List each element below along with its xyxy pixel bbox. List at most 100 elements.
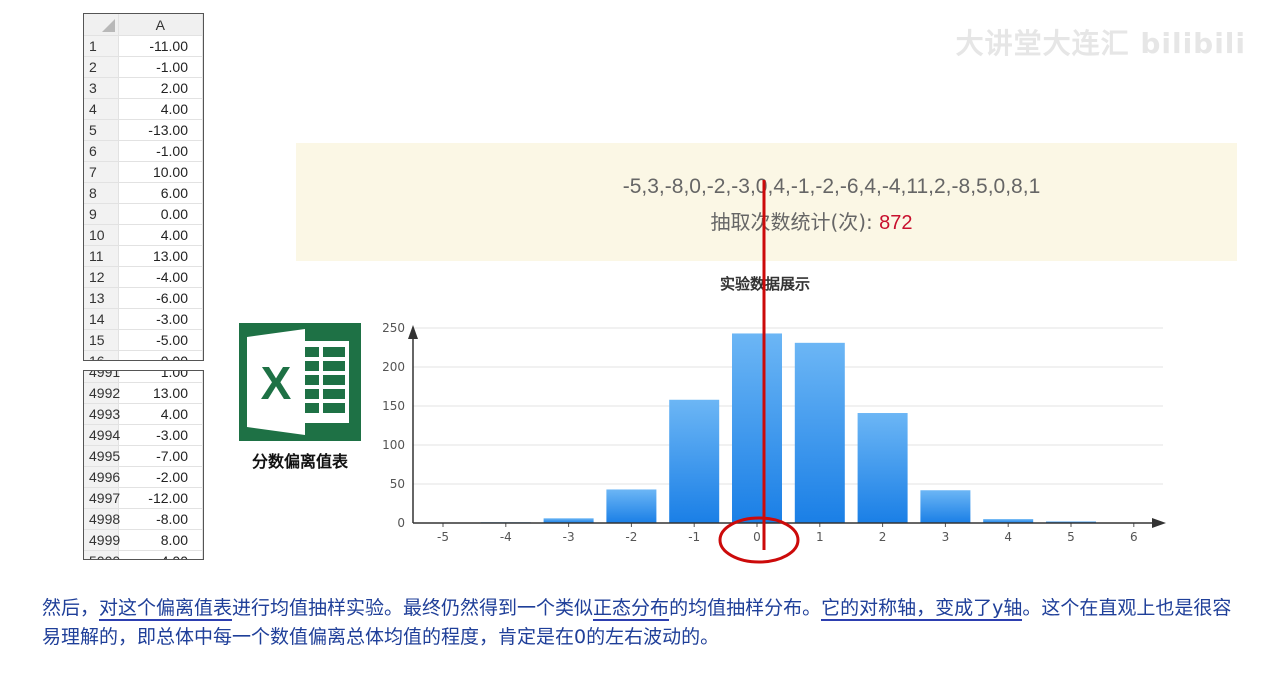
cell-value[interactable]: -3.00 [118,424,203,446]
row-number[interactable]: 12 [84,266,119,288]
bar-0[interactable] [732,333,782,523]
select-all-corner[interactable] [84,14,119,36]
chart-title: 实验数据展示 [719,275,810,293]
cell-value[interactable]: -1.00 [118,140,203,162]
spreadsheet-bottom[interactable]: 4991 1.00 4992 13.00 4993 4.00 4994 -3.00 4995 -7… [83,370,204,560]
row-number[interactable]: 4997 [84,487,120,509]
row-number[interactable]: 10 [84,224,119,246]
row-number[interactable]: 4998 [84,508,120,530]
sheet-row[interactable]: 5 -13.00 [84,119,203,141]
row-number[interactable]: 8 [84,182,119,204]
row-number[interactable]: 15 [84,329,119,351]
sheet-row[interactable]: 4996 -2.00 [84,466,203,488]
bar-2[interactable] [857,413,908,523]
row-number[interactable]: 1 [84,35,119,57]
row-number[interactable]: 9 [84,203,119,225]
row-number[interactable]: 4999 [84,529,120,551]
cell-value[interactable]: -7.00 [118,445,203,467]
sheet-row[interactable]: 7 10.00 [84,161,203,183]
cell-value[interactable]: 2.00 [118,77,203,99]
row-number[interactable]: 4995 [84,445,120,467]
cell-value[interactable]: -4.00 [118,550,203,559]
cell-value[interactable]: -13.00 [118,119,203,141]
sheet-row[interactable]: 1 -11.00 [84,35,203,57]
bar-1[interactable] [794,342,845,523]
sheet-row[interactable]: 15 -5.00 [84,329,203,351]
cell-value[interactable]: -2.00 [118,466,203,488]
row-number[interactable]: 2 [84,56,119,78]
row-number[interactable]: 4991 [84,371,120,383]
sheet-row[interactable]: 4991 1.00 [84,371,203,383]
bar--2[interactable] [606,489,657,523]
sheet-row[interactable]: 4993 4.00 [84,403,203,425]
cell-value[interactable]: -3.00 [118,308,203,330]
sheet-row[interactable]: 4997 -12.00 [84,487,203,509]
bar-3[interactable] [920,490,971,523]
sheet-row[interactable]: 6 -1.00 [84,140,203,162]
y-tick-label: 0 [397,516,405,530]
cell-value[interactable]: 6.00 [118,182,203,204]
sheet-row[interactable]: 11 13.00 [84,245,203,267]
cell-value[interactable]: 1.00 [118,371,203,383]
cell-value[interactable]: 4.00 [118,224,203,246]
cell-value[interactable]: 0.00 [118,203,203,225]
row-number[interactable]: 5 [84,119,119,141]
caption-p4: 正态分布 [593,597,670,621]
sample-sequence: -5,3,-8,0,-2,-3,0,4,-1,-2,-6,4,-4,11,2,-… [622,175,1041,198]
sheet-row[interactable]: 2 -1.00 [84,56,203,78]
cell-value[interactable]: -1.00 [118,56,203,78]
cell-value[interactable]: -11.00 [118,35,203,57]
sheet-row[interactable]: 4998 -8.00 [84,508,203,530]
x-tick-label: -3 [563,530,575,544]
sheet-row[interactable]: 8 6.00 [84,182,203,204]
cell-value[interactable]: -6.00 [118,287,203,309]
sheet-row[interactable]: 4992 13.00 [84,382,203,404]
row-number[interactable]: 4993 [84,403,120,425]
bar--1[interactable] [669,399,720,523]
row-number[interactable]: 6 [84,140,119,162]
spreadsheet-top[interactable]: A 1 -11.00 2 -1.00 3 2.00 4 4.00 5 -13.00 6 -1.00 7 1… [83,13,204,361]
cell-value[interactable]: 0.00 [118,350,203,360]
sample-banner: -5,3,-8,0,-2,-3,0,4,-1,-2,-6,4,-4,11,2,-… [296,143,1237,261]
sheet-row[interactable]: 13 -6.00 [84,287,203,309]
cell-value[interactable]: 4.00 [118,98,203,120]
sheet-row[interactable]: 12 -4.00 [84,266,203,288]
sheet-row[interactable]: 9 0.00 [84,203,203,225]
cell-value[interactable]: 13.00 [118,382,203,404]
bar-chart: 0 50 100 150 200 250 -5 -4 -3 -2 -1 0 1 2 3 4 5 6 [382,321,1166,544]
sheet-row[interactable]: 14 -3.00 [84,308,203,330]
row-number[interactable]: 4 [84,98,119,120]
row-number[interactable]: 7 [84,161,119,183]
sheet-row[interactable]: 4 4.00 [84,98,203,120]
bar--3[interactable] [543,518,594,523]
cell-value[interactable]: 4.00 [118,403,203,425]
cell-value[interactable]: -8.00 [118,508,203,530]
row-number[interactable]: 4996 [84,466,120,488]
row-number[interactable]: 11 [84,245,119,267]
cell-value[interactable]: 8.00 [118,529,203,551]
column-header-a[interactable]: A [118,14,203,36]
row-number[interactable]: 16 [84,350,119,360]
sheet-row[interactable]: 4995 -7.00 [84,445,203,467]
sheet-row[interactable]: 16 0.00 [84,350,203,360]
cell-value[interactable]: -12.00 [118,487,203,509]
bar-4[interactable] [983,519,1034,523]
sheet-row[interactable]: 10 4.00 [84,224,203,246]
row-number[interactable]: 3 [84,77,119,99]
bar-5[interactable] [1046,521,1096,523]
row-number[interactable]: 13 [84,287,119,309]
row-number[interactable]: 4994 [84,424,120,446]
cell-value[interactable]: -4.00 [118,266,203,288]
row-number[interactable]: 4992 [84,382,120,404]
sheet-row[interactable]: 4994 -3.00 [84,424,203,446]
x-tick-label: 6 [1130,530,1138,544]
cell-value[interactable]: 10.00 [118,161,203,183]
cell-value[interactable]: 13.00 [118,245,203,267]
cell-value[interactable]: -5.00 [118,329,203,351]
sheet-row[interactable]: 3 2.00 [84,77,203,99]
row-number[interactable]: 5000 [84,550,120,559]
y-tick-label: 250 [382,321,405,335]
sheet-row[interactable]: 4999 8.00 [84,529,203,551]
sheet-row[interactable]: 5000-4.00 [84,550,203,559]
row-number[interactable]: 14 [84,308,119,330]
